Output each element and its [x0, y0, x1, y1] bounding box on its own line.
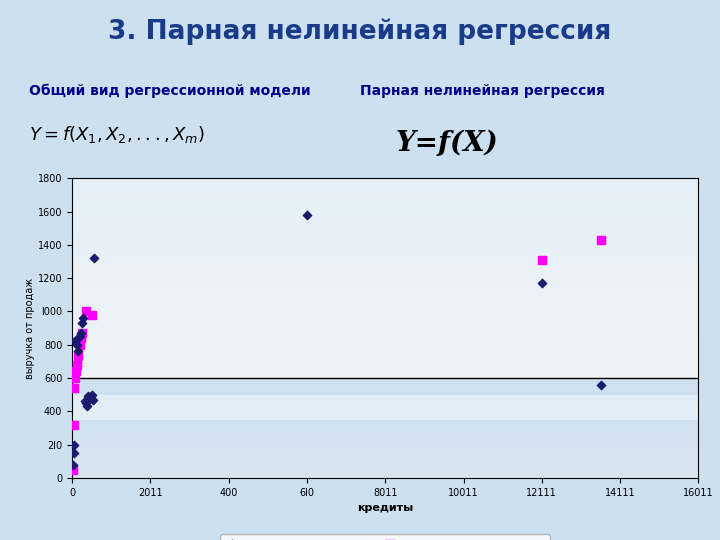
- Выручка фактическая: [69, 337, 81, 346]
- Выручка фактическая: [71, 340, 83, 349]
- Выручка фактическая: [595, 380, 606, 389]
- Text: Общий вид регрессионной модели: Общий вид регрессионной модели: [29, 84, 310, 98]
- Выручка предсказанная: [67, 465, 78, 474]
- Выручка предсказанная: [76, 334, 87, 342]
- Выручка фактическая: [74, 332, 86, 341]
- Выручка фактическая: [76, 329, 87, 338]
- Выручка предсказанная: [69, 374, 81, 382]
- Выручка фактическая: [87, 395, 99, 404]
- Выручка предсказанная: [74, 340, 86, 349]
- Выручка фактическая: [70, 335, 81, 344]
- Выручка фактическая: [68, 440, 80, 449]
- Выручка предсказанная: [70, 367, 81, 376]
- Выручка предсказанная: [73, 352, 84, 361]
- Выручка предсказанная: [68, 383, 80, 392]
- Выручка фактическая: [83, 392, 94, 401]
- Выручка фактическая: [81, 402, 93, 410]
- Выручка предсказанная: [595, 235, 606, 244]
- Выручка фактическая: [78, 314, 89, 322]
- Text: $Y = f\left(X_1, X_2,...,X_m\right)$: $Y = f\left(X_1, X_2,...,X_m\right)$: [29, 124, 205, 145]
- Выручка фактическая: [88, 254, 99, 262]
- X-axis label: кредиты: кредиты: [357, 503, 413, 513]
- Выручка предсказанная: [536, 255, 547, 264]
- Выручка предсказанная: [71, 360, 83, 369]
- Выручка фактическая: [80, 399, 91, 407]
- Выручка фактическая: [86, 390, 97, 399]
- Выручка фактическая: [76, 319, 88, 327]
- Выручка фактическая: [78, 397, 90, 406]
- Выручка предсказанная: [68, 420, 79, 429]
- Выручка фактическая: [301, 211, 312, 219]
- Выручка фактическая: [67, 460, 78, 469]
- Y-axis label: выручка от продаж: выручка от продаж: [25, 278, 35, 379]
- Выручка фактическая: [73, 347, 84, 356]
- Text: Y=f(X): Y=f(X): [396, 130, 499, 157]
- Text: 3. Парная нелинейная регрессия: 3. Парная нелинейная регрессия: [109, 19, 611, 45]
- Выручка предсказанная: [86, 310, 97, 319]
- Legend: Выручка фактическая, Выручка предсказанная: Выручка фактическая, Выручка предсказанн…: [220, 535, 550, 540]
- Выручка предсказанная: [80, 307, 91, 316]
- Text: Парная нелинейная регрессия: Парная нелинейная регрессия: [360, 84, 605, 98]
- Выручка предсказанная: [76, 329, 88, 338]
- Выручка фактическая: [536, 279, 547, 287]
- Выручка фактическая: [68, 449, 79, 457]
